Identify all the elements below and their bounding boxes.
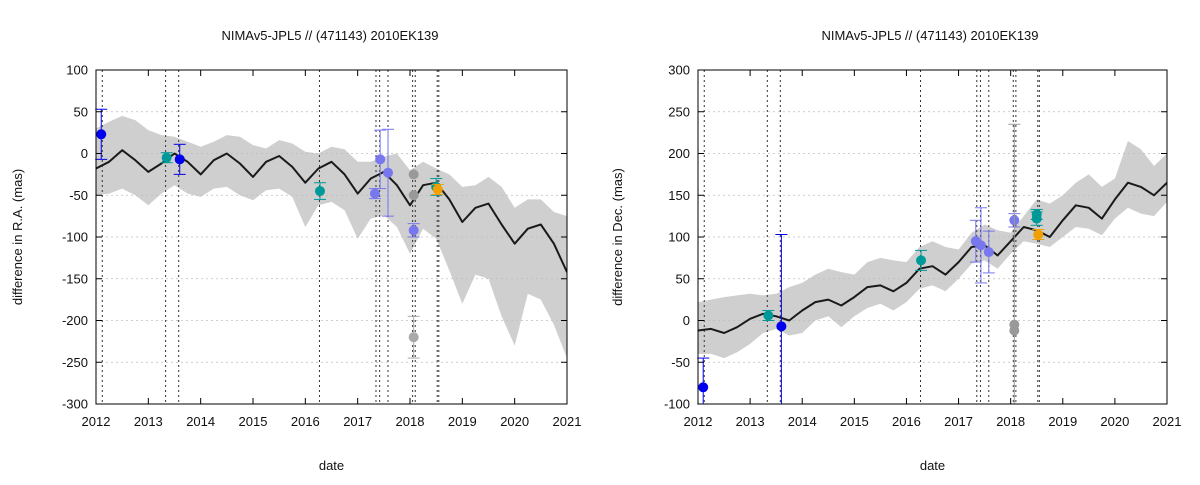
y-axis-label: difference in R.A. (mas): [10, 169, 25, 305]
x-axis-label: date: [319, 458, 344, 473]
y-tick-label: -100: [62, 230, 88, 245]
data-point: [1033, 229, 1044, 240]
data-point: [314, 186, 325, 197]
uncertainty-band: [96, 115, 567, 359]
x-tick-label: 2016: [892, 414, 921, 429]
x-tick-label: 2013: [134, 414, 163, 429]
y-tick-label: 100: [66, 63, 88, 78]
y-tick-label: 300: [668, 63, 690, 78]
data-point: [776, 321, 787, 332]
x-tick-label: 2021: [1153, 414, 1182, 429]
y-tick-label: -50: [671, 355, 690, 370]
model-curve: [698, 181, 1167, 334]
x-tick-label: 2014: [788, 414, 817, 429]
y-axis-label: difference in Dec. (mas): [610, 168, 625, 306]
x-tick-label: 2012: [684, 414, 713, 429]
y-tick-label: -300: [62, 397, 88, 412]
x-tick-label: 2017: [343, 414, 372, 429]
x-axis-label: date: [920, 458, 945, 473]
x-tick-label: 2018: [996, 414, 1025, 429]
data-point: [975, 240, 986, 251]
y-tick-label: -200: [62, 313, 88, 328]
data-point: [375, 154, 386, 165]
y-tick-label: 200: [668, 146, 690, 161]
data-point: [432, 184, 443, 195]
chart-panel-2: 300 250 200 150 100 50 0 -50 -100 2012 2013 2014 201…: [610, 28, 1181, 473]
x-tick-label: 2015: [840, 414, 869, 429]
y-tick-label: -150: [62, 271, 88, 286]
x-tick-label: 2014: [186, 414, 215, 429]
y-tick-label: 150: [668, 188, 690, 203]
x-tick-label: 2021: [553, 414, 582, 429]
data-point: [408, 332, 419, 343]
x-tick-label: 2020: [500, 414, 529, 429]
chart-panel-1: 100 50 0 -50 -100 -150 -200 -250 -300 2012 2013 201…: [10, 28, 581, 473]
data-point: [698, 382, 709, 393]
y-tick-label: -50: [69, 188, 88, 203]
data-point: [916, 255, 927, 266]
data-point: [383, 167, 394, 178]
x-tick-label: 2016: [291, 414, 320, 429]
y-tick-label: -250: [62, 355, 88, 370]
y-tick-label: -100: [664, 397, 690, 412]
data-point: [763, 310, 774, 321]
data-point: [161, 152, 172, 163]
uncertainty-band: [698, 141, 1167, 359]
y-tick-label: 100: [668, 230, 690, 245]
y-tick-label: 0: [81, 146, 88, 161]
data-point: [408, 190, 419, 201]
chart-title: NIMAv5-JPL5 // (471143) 2010EK139: [221, 28, 438, 43]
x-tick-label: 2019: [448, 414, 477, 429]
y-tick-label: 0: [683, 313, 690, 328]
data-point: [1009, 325, 1020, 336]
x-tick-label: 2020: [1100, 414, 1129, 429]
x-tick-label: 2013: [736, 414, 765, 429]
data-point: [983, 247, 994, 258]
y-tick-label: 50: [676, 271, 690, 286]
data-point: [1031, 209, 1042, 220]
chart-title: NIMAv5-JPL5 // (471143) 2010EK139: [821, 28, 1038, 43]
x-tick-label: 2012: [82, 414, 111, 429]
x-tick-label: 2018: [396, 414, 425, 429]
data-point: [174, 154, 185, 165]
data-point: [369, 188, 380, 199]
y-tick-label: 50: [74, 104, 88, 119]
model-curve: [96, 149, 567, 273]
data-point: [408, 169, 419, 180]
y-tick-label: 250: [668, 104, 690, 119]
data-point: [96, 129, 107, 140]
x-tick-label: 2015: [239, 414, 268, 429]
x-tick-label: 2017: [944, 414, 973, 429]
x-tick-label: 2019: [1048, 414, 1077, 429]
data-point: [408, 225, 419, 236]
